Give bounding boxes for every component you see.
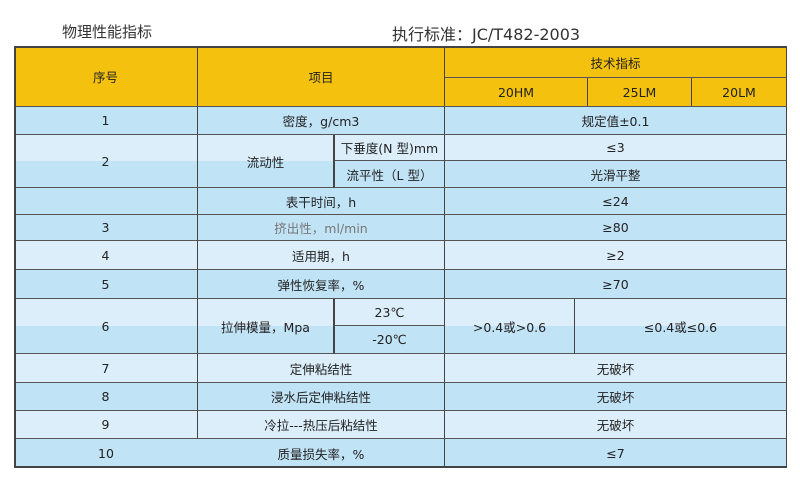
row-no: 6: [14, 299, 198, 354]
row-no: 7: [14, 354, 198, 383]
row-item: 流动性: [198, 135, 334, 188]
row-no: 4: [14, 241, 198, 270]
row-value: 无破坏: [445, 411, 787, 439]
row-item: 表干时间，h: [198, 188, 445, 215]
row-value: ≤24: [445, 188, 787, 215]
header-grade: 20LM: [692, 78, 787, 107]
table-title: 物理性能指标: [62, 23, 153, 41]
row-value: ≤3: [445, 135, 787, 161]
row-value: 光滑平整: [445, 161, 787, 188]
row-subitem: 下垂度(N 型)mm: [334, 135, 445, 161]
row-no: 5: [14, 270, 198, 299]
header-grade: 25LM: [588, 78, 692, 107]
row-value: ≥2: [445, 241, 787, 270]
row-value: 规定值±0.1: [445, 107, 787, 135]
row-item: 挤出性，ml/min: [198, 215, 445, 241]
row-item: 拉伸模量，Mpa: [198, 299, 334, 354]
row-item: 质量损失率，%: [198, 439, 445, 468]
row-no: 3: [14, 215, 198, 241]
row-item: 冷拉---热压后粘结性: [198, 411, 445, 439]
row-value: >0.4或>0.6: [445, 299, 575, 354]
row-value: 无破坏: [445, 383, 787, 411]
row-value: ≥70: [445, 270, 787, 299]
row-no: 2: [14, 135, 198, 188]
row-subitem: -20℃: [334, 326, 445, 354]
row-no: 1: [14, 107, 198, 135]
standard-label: 执行标准：JC/T482-2003: [392, 25, 581, 44]
header-spec: 技术指标: [445, 47, 787, 78]
row-value: ≥80: [445, 215, 787, 241]
header-no: 序号: [14, 47, 198, 107]
row-no: 10: [14, 439, 198, 468]
row-item: 适用期，h: [198, 241, 445, 270]
row-value: 无破坏: [445, 354, 787, 383]
row-item: 弹性恢复率，%: [198, 270, 445, 299]
row-no: [14, 188, 198, 215]
row-item: 密度，g/cm3: [198, 107, 445, 135]
row-value: ≤7: [445, 439, 787, 468]
row-value: ≤0.4或≤0.6: [575, 299, 787, 354]
header-item: 项目: [198, 47, 445, 107]
row-item: 定伸粘结性: [198, 354, 445, 383]
row-item: 浸水后定伸粘结性: [198, 383, 445, 411]
row-no: 9: [14, 411, 198, 439]
header-grade: 20HM: [445, 78, 588, 107]
row-no: 8: [14, 383, 198, 411]
row-subitem: 流平性（L 型）: [334, 161, 445, 188]
row-subitem: 23℃: [334, 299, 445, 326]
